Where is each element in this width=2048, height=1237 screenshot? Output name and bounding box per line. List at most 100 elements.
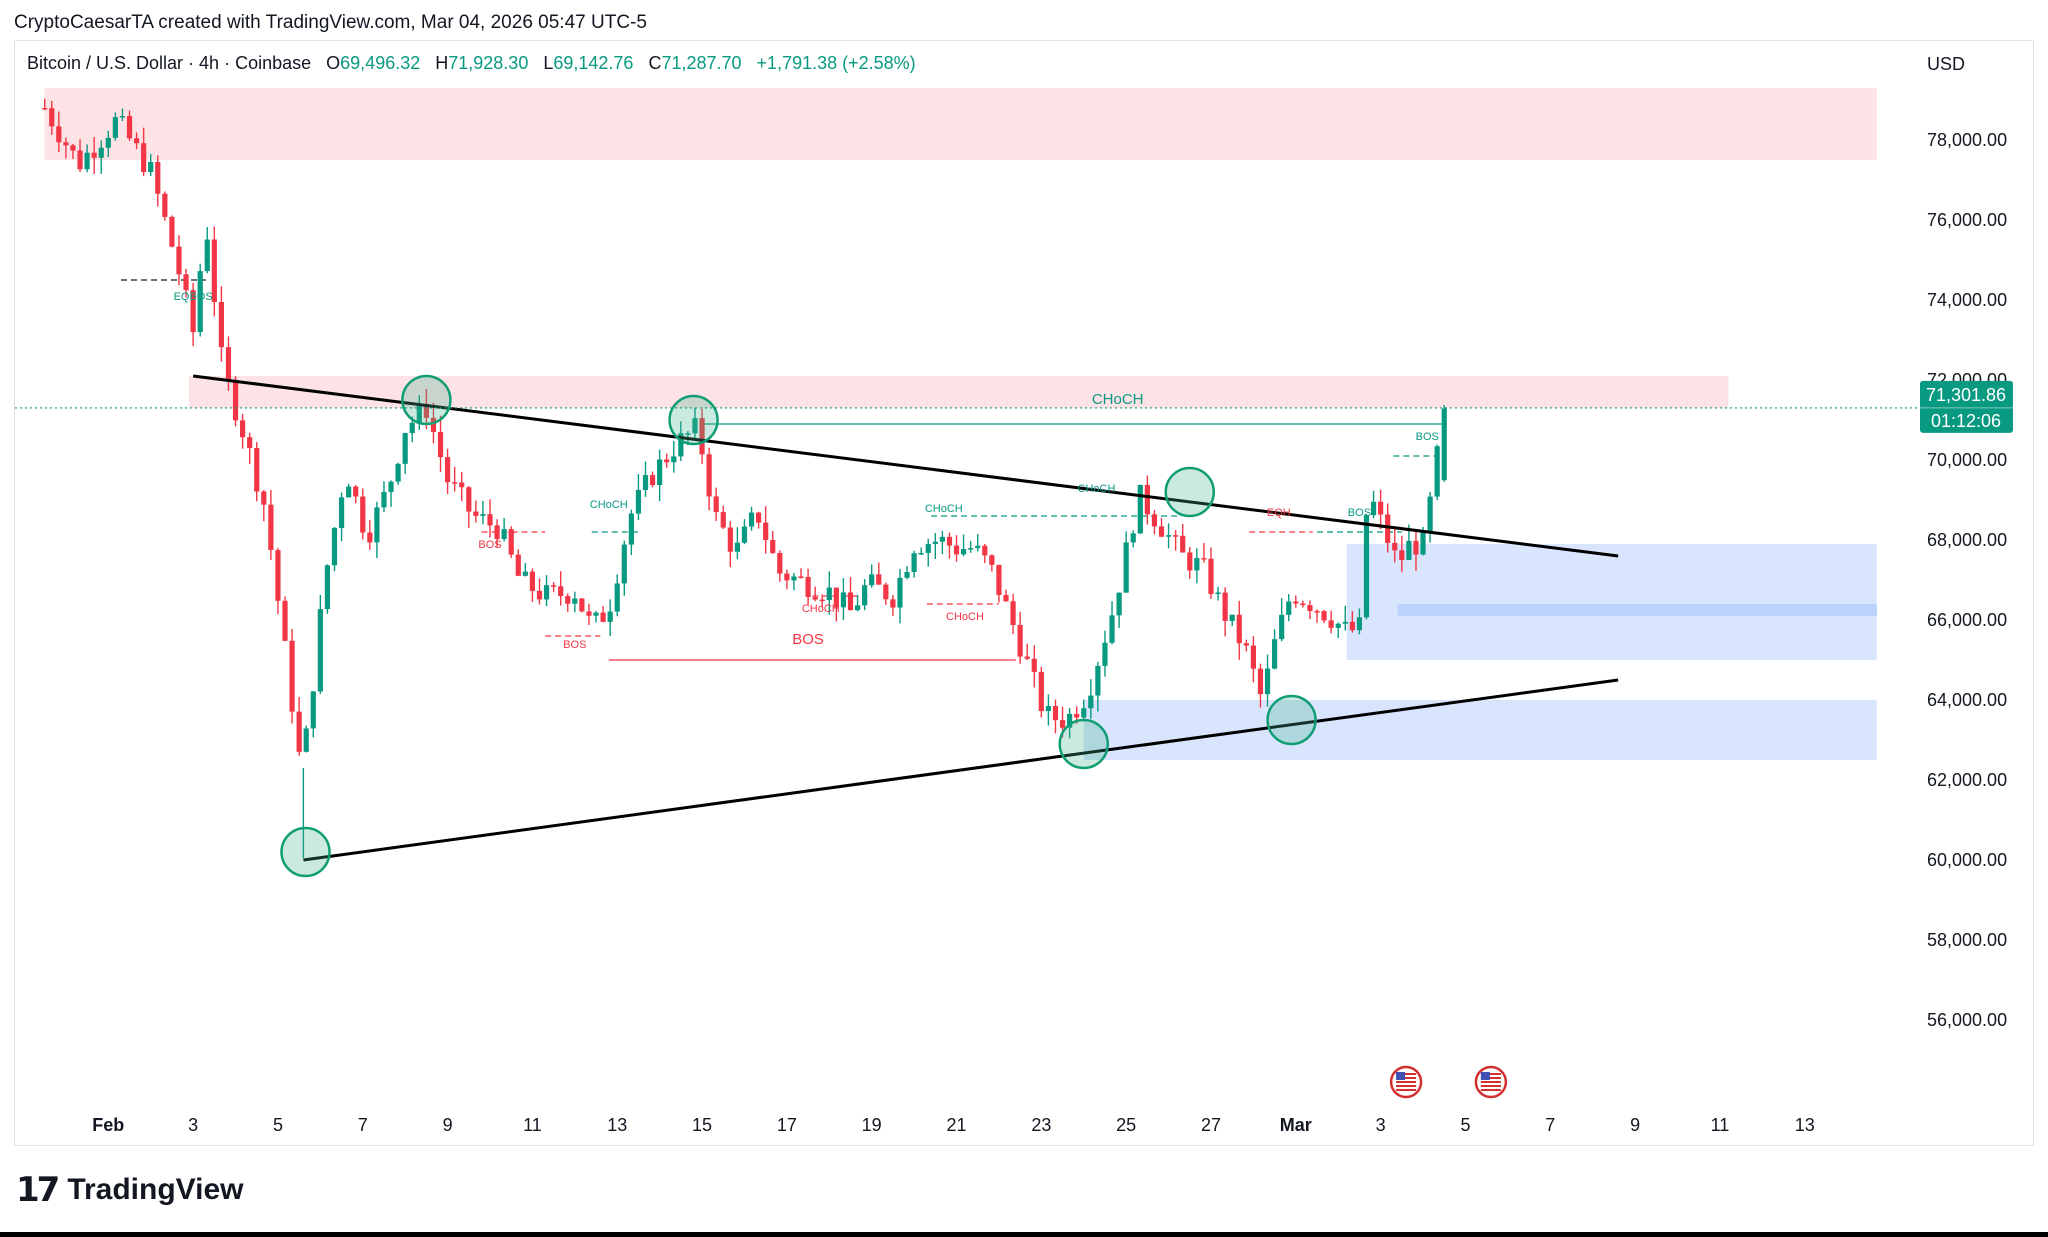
- y-axis-tick-label: 68,000.00: [1927, 530, 2007, 550]
- candle-body: [1399, 550, 1405, 561]
- symbol-title[interactable]: Bitcoin / U.S. Dollar · 4h · Coinbase: [27, 53, 312, 73]
- flag-stripe: [1480, 1077, 1501, 1079]
- candle-body: [1264, 668, 1271, 695]
- candle-body: [473, 511, 479, 516]
- candle-body: [840, 592, 847, 608]
- flag-stripe: [1480, 1081, 1501, 1083]
- candle-body: [883, 584, 889, 600]
- x-axis-tick-label: 3: [188, 1115, 198, 1135]
- candle-body: [310, 691, 316, 729]
- flag-stripe: [1480, 1089, 1501, 1091]
- candle-body: [968, 548, 974, 550]
- x-axis-tick-label: 5: [1460, 1115, 1470, 1135]
- y-axis-tick-label: 76,000.00: [1927, 210, 2007, 230]
- candle-body: [1201, 558, 1207, 560]
- candle-body: [176, 246, 182, 275]
- candle-body: [1144, 484, 1150, 515]
- bottom-edge: [0, 1232, 2048, 1237]
- candle-body: [480, 514, 486, 516]
- candle-body: [692, 418, 698, 434]
- structure-label: CHoCH: [590, 499, 628, 511]
- candle-body: [628, 513, 634, 545]
- candle-body: [1109, 615, 1115, 643]
- ascending-trendline: [303, 678, 1619, 862]
- candle-body: [586, 611, 592, 616]
- candle-body: [897, 577, 903, 608]
- candle-body: [1293, 601, 1299, 604]
- candle-body: [508, 529, 514, 555]
- candle-body: [296, 711, 302, 752]
- candle-body: [395, 463, 401, 482]
- candle-body: [77, 150, 83, 170]
- structure-label: CHoCH: [802, 603, 840, 615]
- low-label: L: [543, 53, 554, 73]
- demand-zone: [1083, 700, 1877, 760]
- candle-body: [734, 542, 740, 552]
- currency-selector[interactable]: USD: [1927, 54, 1966, 74]
- candle-body: [1180, 535, 1186, 553]
- candle-body: [98, 147, 104, 158]
- candle-body: [890, 599, 896, 608]
- candle-body: [784, 573, 790, 581]
- candle-body: [275, 550, 281, 601]
- candle-body: [148, 162, 154, 173]
- candle-body: [862, 585, 868, 606]
- x-axis-tick-label: Mar: [1280, 1115, 1312, 1135]
- candle-body: [1010, 601, 1016, 625]
- candle-body: [989, 555, 995, 565]
- candle-body: [621, 544, 627, 584]
- candle-body: [218, 301, 224, 348]
- candle-body: [607, 611, 613, 622]
- candle-body: [522, 571, 528, 576]
- candle-body: [1286, 601, 1292, 615]
- candle-body: [1102, 642, 1108, 666]
- high-value-group: H71,928.30: [435, 53, 528, 73]
- candle-body: [261, 491, 267, 505]
- structure-label: BOS: [478, 539, 501, 551]
- candle-body: [727, 527, 733, 552]
- tradingview-wordmark: TradingView: [67, 1173, 244, 1206]
- flag-canton: [1480, 1072, 1490, 1080]
- candle-body: [671, 456, 677, 463]
- candle-body: [1165, 535, 1172, 537]
- candle-body: [1342, 621, 1348, 624]
- symbol-legend[interactable]: Bitcoin / U.S. Dollar · 4h · Coinbase O6…: [27, 53, 916, 74]
- candle-body: [699, 418, 705, 455]
- candle-body: [133, 138, 140, 144]
- candle-body: [1427, 496, 1433, 532]
- high-value: 71,928.30: [448, 53, 529, 73]
- x-axis-tick-label: 23: [1031, 1115, 1051, 1135]
- supply-zone: [188, 376, 1729, 408]
- flag-stripe: [1396, 1089, 1417, 1091]
- candle-body: [1081, 708, 1087, 718]
- structure-label: CHoCH: [946, 611, 984, 623]
- chart-frame: [14, 40, 2034, 1146]
- flag-stripe: [1396, 1081, 1417, 1083]
- candle-body: [126, 116, 133, 139]
- candle-body: [551, 585, 557, 587]
- candle-body: [826, 587, 832, 601]
- candle-body: [536, 590, 543, 600]
- candle-body: [1300, 603, 1306, 606]
- candle-body: [953, 545, 960, 555]
- candle-body: [183, 274, 189, 291]
- y-axis-tick-label: 56,000.00: [1927, 1010, 2007, 1030]
- y-axis-tick-label: 74,000.00: [1927, 290, 2007, 310]
- candle-body: [579, 598, 585, 612]
- candle-body: [1356, 617, 1363, 631]
- candle-body: [635, 489, 642, 514]
- candle-body: [282, 600, 288, 641]
- candle-body: [572, 598, 578, 604]
- candle-body: [741, 526, 748, 543]
- demand-core-zone: [1397, 604, 1877, 616]
- x-axis-tick-label: 5: [273, 1115, 283, 1135]
- structure-label: CHoCH: [1092, 391, 1144, 408]
- flag-canton: [1396, 1072, 1406, 1080]
- high-label: H: [435, 53, 449, 73]
- tradingview-logo[interactable]: 17 TradingView: [16, 1170, 244, 1210]
- structure-label: EQBOS: [174, 291, 213, 303]
- candle-body: [1095, 665, 1101, 696]
- x-axis-tick-label: 13: [1795, 1115, 1815, 1135]
- candle-body: [63, 142, 69, 146]
